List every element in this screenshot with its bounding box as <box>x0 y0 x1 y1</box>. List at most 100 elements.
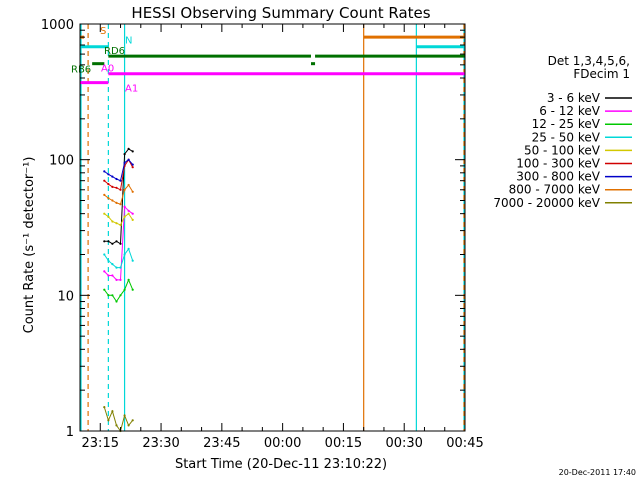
series-6-point-1 <box>107 173 110 176</box>
flag-label-a1: A1 <box>125 84 138 95</box>
series-1-point-5 <box>123 205 126 208</box>
flag-label-a0: A0 <box>101 64 114 75</box>
y-tick-label-3: 1000 <box>41 18 74 33</box>
series-2-point-6 <box>127 278 130 281</box>
legend-label-2: 12 - 25 keV <box>532 117 601 131</box>
series-2-point-3 <box>115 300 118 303</box>
legend-label-5: 100 - 300 keV <box>516 157 600 171</box>
series-5-point-4 <box>119 188 122 191</box>
legend-header-1: FDecim 1 <box>573 67 630 81</box>
series-8-point-3 <box>115 424 118 427</box>
series-4-point-4 <box>119 223 122 227</box>
chart-title: HESSI Observing Summary Count Rates <box>131 4 430 22</box>
series-3-point-4 <box>119 266 122 269</box>
series-8-point-7 <box>131 419 134 422</box>
legend-label-6: 300 - 800 keV <box>516 170 600 184</box>
series-6-point-6 <box>127 158 130 161</box>
x-tick-label-0: 23:15 <box>82 436 119 451</box>
x-tick-label-3: 00:00 <box>264 436 301 451</box>
legend-label-0: 3 - 6 keV <box>547 91 601 105</box>
series-4-point-0 <box>103 212 106 215</box>
series-2-point-5 <box>123 288 126 291</box>
series-1-point-2 <box>111 274 114 277</box>
flag-label-rb6: RB6 <box>71 65 91 76</box>
legend-label-3: 25 - 50 keV <box>532 130 601 144</box>
series-line-8 <box>103 406 134 433</box>
series-1-point-6 <box>127 209 130 212</box>
series-2-point-1 <box>107 294 110 297</box>
series-0-point-6 <box>127 147 130 150</box>
plot-frame <box>79 23 466 432</box>
series-0-point-0 <box>103 240 106 243</box>
series-0-point-5 <box>123 153 126 156</box>
series-6-point-4 <box>119 179 122 182</box>
series-5-point-3 <box>115 186 118 189</box>
series-7-point-0 <box>103 193 106 196</box>
series-1-point-4 <box>119 278 122 281</box>
series-3-point-0 <box>103 253 106 256</box>
flag-label-rd6: RD6 <box>104 46 125 57</box>
series-7-point-7 <box>131 190 134 193</box>
x-tick-label-1: 23:30 <box>142 436 179 451</box>
series-4-point-1 <box>107 215 110 218</box>
series-0-point-1 <box>107 240 110 243</box>
series-1-point-7 <box>131 212 134 215</box>
series-2-point-4 <box>119 294 122 297</box>
series-2-point-7 <box>131 288 134 291</box>
series-6-point-7 <box>131 163 134 166</box>
series-8-point-5 <box>123 414 126 417</box>
series-6-point-5 <box>123 161 126 164</box>
series-0-point-3 <box>115 240 118 243</box>
flag-label-n: N <box>125 36 132 47</box>
series-7-point-4 <box>119 203 122 206</box>
series-8-point-0 <box>103 406 106 409</box>
series-0-point-2 <box>111 242 114 245</box>
series-3-point-1 <box>107 259 110 262</box>
flag-label-s: S <box>100 26 106 37</box>
legend-label-8: 7000 - 20000 keV <box>493 196 600 210</box>
series-4-point-3 <box>115 222 118 225</box>
series-7-point-5 <box>123 188 126 191</box>
y-axis-label: Count Rate (s⁻¹ detector⁻¹) <box>22 157 37 334</box>
y-tick-label-1: 10 <box>57 289 74 304</box>
series-7-point-2 <box>111 199 114 202</box>
series-6-point-3 <box>115 177 118 181</box>
series-0-point-4 <box>119 242 122 245</box>
x-tick-label-6: 00:45 <box>446 436 483 451</box>
legend-label-1: 6 - 12 keV <box>539 104 601 118</box>
series-6-point-0 <box>103 170 106 173</box>
series-1-point-0 <box>103 270 106 273</box>
x-tick-label-4: 00:15 <box>325 436 362 451</box>
series-4-point-6 <box>127 212 130 215</box>
series-5-point-1 <box>107 183 110 186</box>
legend-label-4: 50 - 100 keV <box>524 143 601 157</box>
series-7-point-6 <box>127 183 130 187</box>
series-2-point-0 <box>103 288 106 291</box>
series-5-point-7 <box>131 166 134 169</box>
series-4-point-5 <box>123 215 126 218</box>
x-tick-label-5: 00:30 <box>385 436 422 451</box>
series-6-point-2 <box>111 175 114 178</box>
series-8-point-2 <box>111 410 114 413</box>
series-3-point-2 <box>111 263 114 266</box>
legend-label-7: 800 - 7000 keV <box>509 183 601 197</box>
series-8-point-6 <box>127 424 130 427</box>
series-3-point-6 <box>127 247 130 250</box>
series-3-point-7 <box>131 259 134 262</box>
series-3-point-5 <box>123 253 126 256</box>
x-axis-label: Start Time (20-Dec-11 23:10:22) <box>175 457 387 472</box>
legend-header-0: Det 1,3,4,5,6, <box>548 54 630 68</box>
timestamp: 20-Dec-2011 17:40 <box>559 468 636 477</box>
series-7-point-1 <box>107 197 110 200</box>
series-1-point-1 <box>107 274 110 277</box>
series-4-point-7 <box>131 218 134 221</box>
series-4-point-2 <box>111 220 114 223</box>
y-tick-label-2: 100 <box>49 154 74 169</box>
series-8-point-1 <box>107 419 110 422</box>
series-2-point-2 <box>111 294 114 297</box>
series-5-point-2 <box>111 185 114 188</box>
series-7-point-3 <box>115 201 118 204</box>
series-3-point-3 <box>115 266 118 269</box>
series-1-point-3 <box>115 278 118 281</box>
